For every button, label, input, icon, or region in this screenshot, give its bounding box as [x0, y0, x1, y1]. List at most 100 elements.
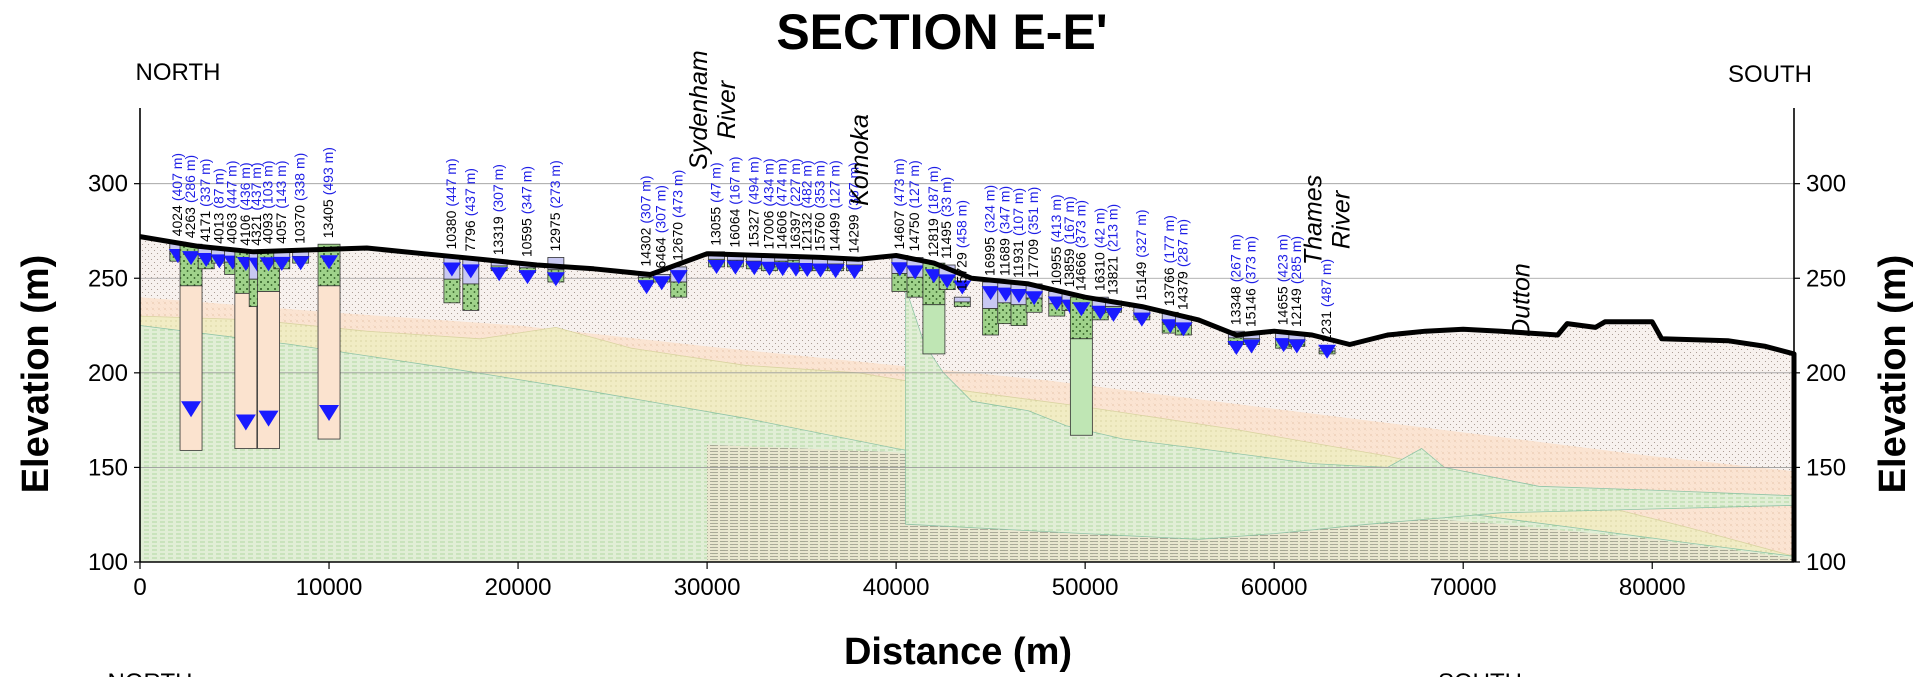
water-level-marker [1274, 338, 1293, 353]
water-level-marker [272, 256, 291, 271]
well-12975 [546, 257, 565, 287]
water-level-marker [1242, 339, 1261, 354]
y-tick-label-left: 200 [88, 360, 128, 387]
well-distance-label: (447 m) [443, 158, 459, 206]
well-14299 [845, 258, 864, 280]
water-level-marker [319, 404, 340, 421]
place-label-line: Thames [1299, 175, 1327, 265]
well-distance-label: (47 m) [708, 162, 724, 202]
well-lower-unit [1069, 338, 1093, 436]
place-label-line: Dutton [1507, 263, 1535, 337]
well-15729 [953, 280, 972, 308]
x-tick-label: 0 [133, 574, 146, 601]
well-distance-label: (458 m) [953, 200, 969, 248]
water-level-marker [652, 276, 671, 291]
water-level-marker [1227, 341, 1246, 355]
water-level-marker [291, 256, 310, 271]
well-distance-label: (434 m) [760, 158, 776, 206]
water-level-marker [981, 286, 1000, 301]
water-level-marker [1318, 344, 1337, 359]
well-distance-label: (407 m) [169, 153, 185, 201]
water-level-marker [1025, 291, 1044, 306]
well-distance-label: (107 m) [1010, 188, 1026, 236]
well-id-label: 14666(373 m) [1072, 200, 1088, 291]
x-tick-label: 10000 [296, 574, 363, 601]
well-lower-unit [317, 285, 341, 440]
water-level-marker [182, 251, 201, 266]
well-id-label: 2231(487 m) [1318, 259, 1334, 342]
well-id-label: 14606(474 m) [774, 158, 790, 249]
well-id-label: 16064(167 m) [726, 156, 742, 247]
well-unit [953, 301, 971, 308]
well-distance-label: (487 m) [1318, 259, 1334, 307]
well-distance-label: (436 m) [237, 162, 253, 210]
x-tick-label: 30000 [674, 574, 741, 601]
well-distance-label: (143 m) [273, 160, 289, 208]
well-id-label: 4024(407 m) [169, 153, 185, 236]
well-id-label: 14750(127 m) [906, 160, 922, 251]
well-id-label: 14655(423 m) [1275, 234, 1291, 325]
well-id-label: 7796(437 m) [462, 168, 478, 251]
well-distance-label: (353 m) [812, 160, 828, 208]
water-level-marker [760, 261, 779, 276]
water-level-marker [490, 267, 509, 282]
well-distance-label: (367 m) [846, 162, 862, 210]
south-label: SOUTH [1728, 61, 1812, 88]
well-distance-label: (482 m) [798, 160, 814, 208]
well-id-label: 17709(351 m) [1025, 187, 1041, 278]
well-16310 [1091, 296, 1110, 321]
well-id-label: 12149(285 m) [1288, 236, 1304, 327]
south-label-bottom: SOUTH [1438, 669, 1522, 677]
y-tick-label-left: 250 [88, 265, 128, 292]
well-id-label: 4013(87 m) [210, 168, 226, 244]
place-label-line: Sydenham [685, 50, 713, 170]
x-tick-label: 80000 [1619, 574, 1686, 601]
well-id-label: 14607(473 m) [891, 158, 907, 249]
well-unit [462, 283, 480, 311]
water-level-marker [798, 263, 817, 278]
well-distance-label: (33 m) [938, 177, 954, 217]
y-tick-label-right: 100 [1806, 549, 1846, 576]
well-distance-label: (227 m) [787, 158, 803, 206]
well-distance-label: (337 m) [197, 159, 213, 207]
x-axis-title: Distance (m) [844, 631, 1072, 673]
well-14750 [906, 257, 925, 298]
water-level-marker [546, 272, 565, 287]
well-distance-label: (347 m) [997, 186, 1013, 234]
water-level-marker [442, 262, 461, 277]
well-distance-label: (273 m) [547, 160, 563, 208]
well-distance-label: (127 m) [906, 160, 922, 208]
well-id-label: 13348(267 m) [1227, 234, 1243, 325]
axes: 0 10000 20000 30000 40000 50000 60000 70000 8000… [88, 108, 1846, 601]
well-distance-label: (285 m) [1288, 236, 1304, 284]
well-screen [953, 296, 971, 303]
well-id-label: 13319(307 m) [490, 164, 506, 255]
well-16995 [981, 281, 1000, 336]
well-15149 [1132, 306, 1151, 327]
water-level-marker [745, 261, 764, 276]
x-tick-label: 20000 [485, 574, 552, 601]
well-unit [443, 278, 461, 304]
water-level-marker [461, 264, 480, 279]
well-distance-label: (42 m) [1091, 208, 1107, 248]
well-id-label: 16995(324 m) [982, 185, 998, 276]
water-level-marker [826, 264, 845, 279]
well-labels: 4024(407 m)4263(286 m)4171(337 m)4013(87… [169, 147, 1334, 342]
well-id-label: 4263(286 m) [182, 155, 198, 238]
well-10370 [291, 249, 310, 271]
y-tick-label-right: 200 [1806, 360, 1846, 387]
well-id-label: 15327(494 m) [745, 156, 761, 247]
water-level-marker [518, 270, 537, 285]
water-level-marker [707, 259, 726, 274]
well-lower-unit [179, 285, 203, 451]
x-tick-label: 40000 [863, 574, 930, 601]
well-distance-label: (437 m) [248, 162, 264, 210]
well-distance-label: (351 m) [1025, 187, 1041, 235]
water-level-marker [924, 269, 943, 284]
well-id-label: 12819(187 m) [925, 166, 941, 257]
water-level-marker [637, 280, 656, 295]
x-tick-label: 60000 [1241, 574, 1308, 601]
well-distance-label: (187 m) [925, 166, 941, 214]
water-level-marker [1072, 302, 1091, 317]
